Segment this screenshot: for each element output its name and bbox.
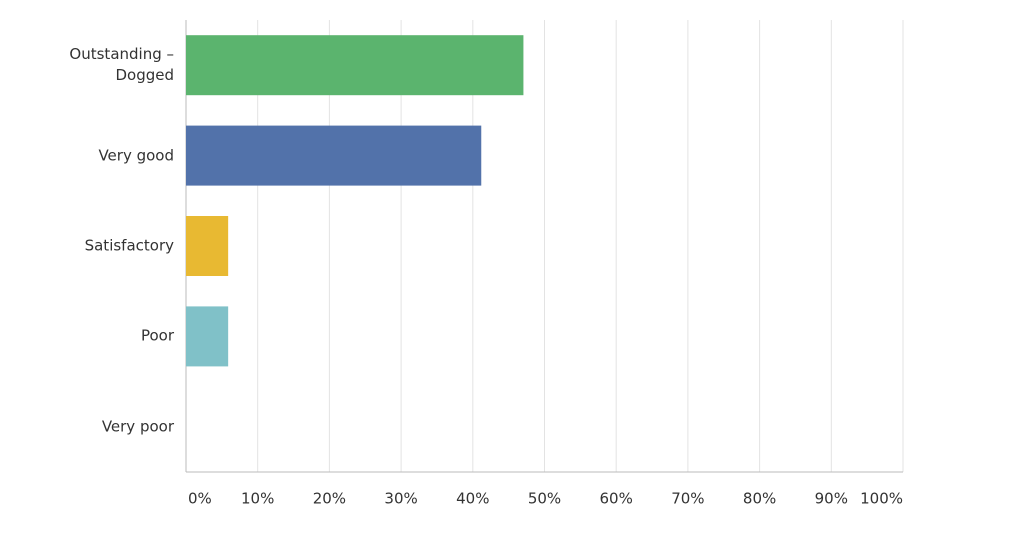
bar: [186, 35, 524, 96]
x-tick-label: 30%: [384, 490, 417, 508]
category-label: Poor: [140, 326, 174, 345]
x-tick-label: 60%: [600, 490, 633, 508]
x-tick-label: 40%: [456, 490, 489, 508]
category-label: Outstanding – Dogged: [69, 45, 174, 85]
category-label: Satisfactory: [84, 236, 174, 255]
x-tick-label: 20%: [313, 490, 346, 508]
category-label: Very poor: [101, 417, 174, 436]
x-tick-label: 70%: [671, 490, 704, 508]
x-tick-label: 90%: [815, 490, 848, 508]
x-tick-label: 50%: [528, 490, 561, 508]
category-label: Very good: [98, 146, 174, 165]
bar: [186, 306, 229, 367]
x-tick-label: 0%: [188, 490, 212, 508]
x-tick-label: 100%: [860, 490, 903, 508]
x-tick-label: 80%: [743, 490, 776, 508]
x-tick-label: 10%: [241, 490, 274, 508]
bar: [186, 216, 229, 276]
bar: [186, 125, 482, 186]
